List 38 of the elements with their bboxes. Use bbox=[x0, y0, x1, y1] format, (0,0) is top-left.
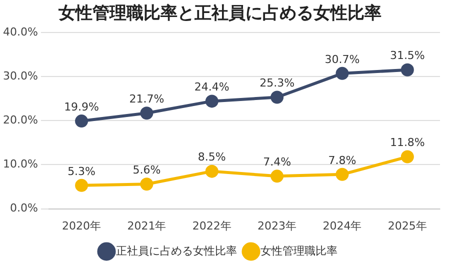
data-label: 5.6% bbox=[132, 163, 161, 176]
x-tick-label: 2023年 bbox=[258, 219, 297, 232]
point bbox=[140, 178, 154, 191]
point bbox=[270, 170, 284, 183]
point bbox=[400, 150, 414, 164]
data-label: 31.5% bbox=[390, 49, 425, 62]
x-tick-label: 2021年 bbox=[127, 219, 166, 232]
point bbox=[336, 66, 349, 80]
point bbox=[205, 94, 218, 108]
chart-title: 女性管理職比率と正社員に占める女性比率 bbox=[58, 4, 382, 24]
y-tick-label: 20.0% bbox=[2, 113, 38, 126]
x-tick-label: 2025年 bbox=[388, 219, 427, 232]
data-label: 19.9% bbox=[64, 100, 100, 114]
point bbox=[270, 90, 284, 104]
data-label: 7.8% bbox=[328, 154, 356, 167]
legend-label: 女性管理職比率 bbox=[260, 244, 338, 258]
point bbox=[75, 178, 88, 192]
x-tick-label: 2024年 bbox=[322, 219, 362, 232]
y-tick-label: 10.0% bbox=[2, 158, 38, 171]
data-label: 30.7% bbox=[324, 52, 360, 66]
y-tick-label: 40.0% bbox=[2, 25, 38, 38]
data-label: 25.3% bbox=[260, 76, 295, 90]
x-tick-label: 2022年 bbox=[192, 219, 232, 232]
data-label: 21.7% bbox=[129, 92, 164, 106]
data-label: 5.3% bbox=[68, 164, 96, 178]
data-label: 7.4% bbox=[263, 156, 292, 169]
point bbox=[400, 63, 414, 76]
y-tick-label: 0.0% bbox=[10, 202, 38, 215]
y-tick-label: 30.0% bbox=[2, 69, 38, 82]
data-label: 8.5% bbox=[198, 150, 226, 164]
data-label: 11.8% bbox=[390, 136, 425, 150]
point bbox=[140, 106, 154, 120]
point bbox=[336, 168, 349, 181]
x-tick-label: 2020年 bbox=[62, 219, 102, 232]
data-label: 24.4% bbox=[194, 80, 230, 94]
legend-label: 正社員に占める女性比率 bbox=[116, 244, 237, 258]
point bbox=[75, 114, 88, 128]
point bbox=[205, 164, 218, 178]
